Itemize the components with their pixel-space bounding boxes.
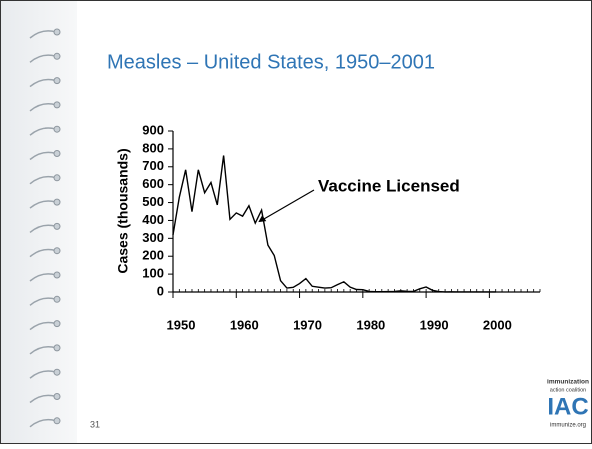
logo: immunization action coalition IAC immuni… — [547, 379, 589, 429]
ring-hole — [53, 271, 61, 279]
logo-text: immunization — [547, 379, 589, 386]
ring-hole — [53, 198, 61, 206]
y-tick-label: 400 — [142, 212, 164, 227]
ring-hole — [53, 52, 61, 60]
y-tick-label: 200 — [142, 248, 164, 263]
binding-strip — [1, 1, 77, 443]
y-axis-label: Cases (thousands) — [115, 148, 131, 273]
page-number: 31 — [90, 419, 100, 429]
ring-hole — [53, 101, 61, 109]
ring-hole — [53, 320, 61, 328]
y-tick-label: 800 — [142, 140, 164, 155]
annotation-arrowhead — [258, 215, 267, 223]
y-tick-label: 500 — [142, 194, 164, 209]
ring-hole — [53, 247, 61, 255]
y-tick-label: 0 — [157, 283, 164, 298]
y-tick-label: 900 — [142, 122, 164, 137]
ring-hole — [53, 77, 61, 85]
logo-text: action coalition — [550, 387, 586, 393]
ring-hole — [53, 417, 61, 425]
binding-rings — [29, 28, 61, 428]
slide-title: Measles – United States, 1950–2001 — [107, 51, 435, 73]
x-tick-label: 1950 — [167, 317, 196, 332]
x-tick-label: 2000 — [483, 317, 512, 332]
x-tick-label: 1980 — [356, 317, 385, 332]
ring-hole — [53, 150, 61, 157]
ring-hole — [53, 344, 61, 352]
logo-url: immunize.org — [550, 423, 586, 429]
annotation-arrow — [259, 189, 315, 222]
y-tick-label: 100 — [142, 266, 164, 281]
logo-mark: IAC — [547, 393, 588, 420]
data-line — [172, 155, 496, 293]
y-tick-label: 700 — [142, 158, 164, 173]
ring-hole — [53, 368, 61, 376]
x-tick-label: 1960 — [230, 317, 259, 332]
ring-hole — [53, 222, 61, 230]
ring-hole — [53, 28, 61, 36]
x-tick-label: 1970 — [293, 317, 322, 332]
y-tick-label: 300 — [142, 230, 164, 245]
ring-hole — [53, 174, 61, 182]
ring-hole — [53, 125, 61, 133]
x-tick-label: 1990 — [420, 317, 449, 332]
ring-hole — [53, 295, 61, 303]
y-tick-label: 600 — [142, 176, 164, 191]
annotation: Vaccine Licensed — [318, 176, 460, 195]
ring-hole — [53, 393, 61, 400]
